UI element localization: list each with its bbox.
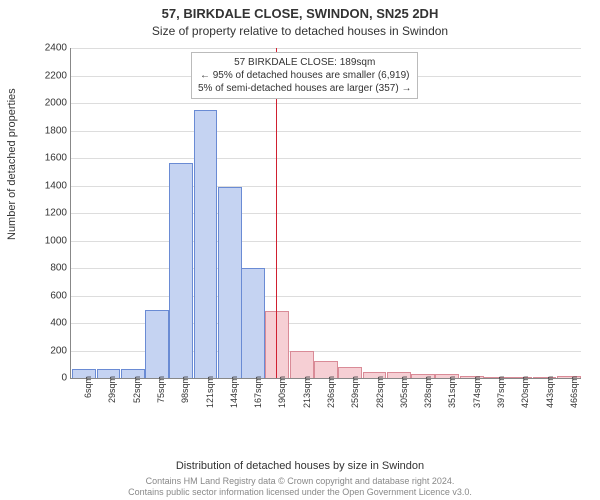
attribution-footer: Contains HM Land Registry data © Crown c… xyxy=(0,476,600,498)
x-tick-label: 144sqm xyxy=(229,376,239,408)
histogram-bar xyxy=(265,311,289,378)
x-tick-label: 236sqm xyxy=(326,376,336,408)
x-tick-label: 259sqm xyxy=(350,376,360,408)
y-tick-label: 2400 xyxy=(31,43,67,54)
gridline xyxy=(71,158,581,159)
footer-line-1: Contains HM Land Registry data © Crown c… xyxy=(0,476,600,487)
gridline xyxy=(71,241,581,242)
x-tick-label: 52sqm xyxy=(132,376,142,403)
y-tick-label: 1400 xyxy=(31,180,67,191)
y-axis-label: Number of detached properties xyxy=(6,88,18,240)
y-tick-label: 200 xyxy=(31,345,67,356)
annotation-line-1: 57 BIRKDALE CLOSE: 189sqm xyxy=(198,56,411,69)
x-tick-label: 351sqm xyxy=(447,376,457,408)
x-tick-label: 282sqm xyxy=(375,376,385,408)
x-tick-label: 167sqm xyxy=(253,376,263,408)
address-title: 57, BIRKDALE CLOSE, SWINDON, SN25 2DH xyxy=(0,6,600,21)
x-tick-label: 374sqm xyxy=(472,376,482,408)
x-tick-label: 98sqm xyxy=(180,376,190,403)
y-tick-label: 2000 xyxy=(31,98,67,109)
x-tick-label: 443sqm xyxy=(545,376,555,408)
x-tick-label: 328sqm xyxy=(423,376,433,408)
y-tick-label: 800 xyxy=(31,263,67,274)
y-tick-label: 400 xyxy=(31,318,67,329)
gridline xyxy=(71,103,581,104)
histogram-bar xyxy=(169,163,193,379)
y-tick-label: 1200 xyxy=(31,208,67,219)
annotation-line-2: ← 95% of detached houses are smaller (6,… xyxy=(198,69,411,82)
x-tick-label: 190sqm xyxy=(277,376,287,408)
histogram-bar xyxy=(218,187,242,378)
gridline xyxy=(71,213,581,214)
annotation-box: 57 BIRKDALE CLOSE: 189sqm ← 95% of detac… xyxy=(191,52,418,99)
histogram-bar xyxy=(290,351,314,378)
gridline xyxy=(71,296,581,297)
annotation-line-3: 5% of semi-detached houses are larger (3… xyxy=(198,82,411,95)
x-tick-label: 213sqm xyxy=(302,376,312,408)
x-tick-label: 420sqm xyxy=(520,376,530,408)
histogram-bar xyxy=(194,110,218,378)
y-tick-label: 1800 xyxy=(31,125,67,136)
x-tick-label: 305sqm xyxy=(399,376,409,408)
chart-plot-area: 0200400600800100012001400160018002000220… xyxy=(70,48,581,379)
x-tick-label: 121sqm xyxy=(205,376,215,408)
y-tick-label: 600 xyxy=(31,290,67,301)
x-tick-label: 75sqm xyxy=(156,376,166,403)
x-tick-label: 466sqm xyxy=(569,376,579,408)
y-tick-label: 1000 xyxy=(31,235,67,246)
gridline xyxy=(71,48,581,49)
x-axis-label: Distribution of detached houses by size … xyxy=(0,460,600,472)
chart-subtitle: Size of property relative to detached ho… xyxy=(0,24,600,38)
y-tick-label: 1600 xyxy=(31,153,67,164)
gridline xyxy=(71,131,581,132)
x-tick-label: 397sqm xyxy=(496,376,506,408)
x-tick-label: 6sqm xyxy=(83,376,93,398)
y-tick-label: 0 xyxy=(31,373,67,384)
histogram-bar xyxy=(145,310,169,378)
y-tick-label: 2200 xyxy=(31,70,67,81)
histogram-bar xyxy=(241,268,265,378)
footer-line-2: Contains public sector information licen… xyxy=(0,487,600,498)
x-tick-label: 29sqm xyxy=(107,376,117,403)
gridline xyxy=(71,268,581,269)
gridline xyxy=(71,186,581,187)
